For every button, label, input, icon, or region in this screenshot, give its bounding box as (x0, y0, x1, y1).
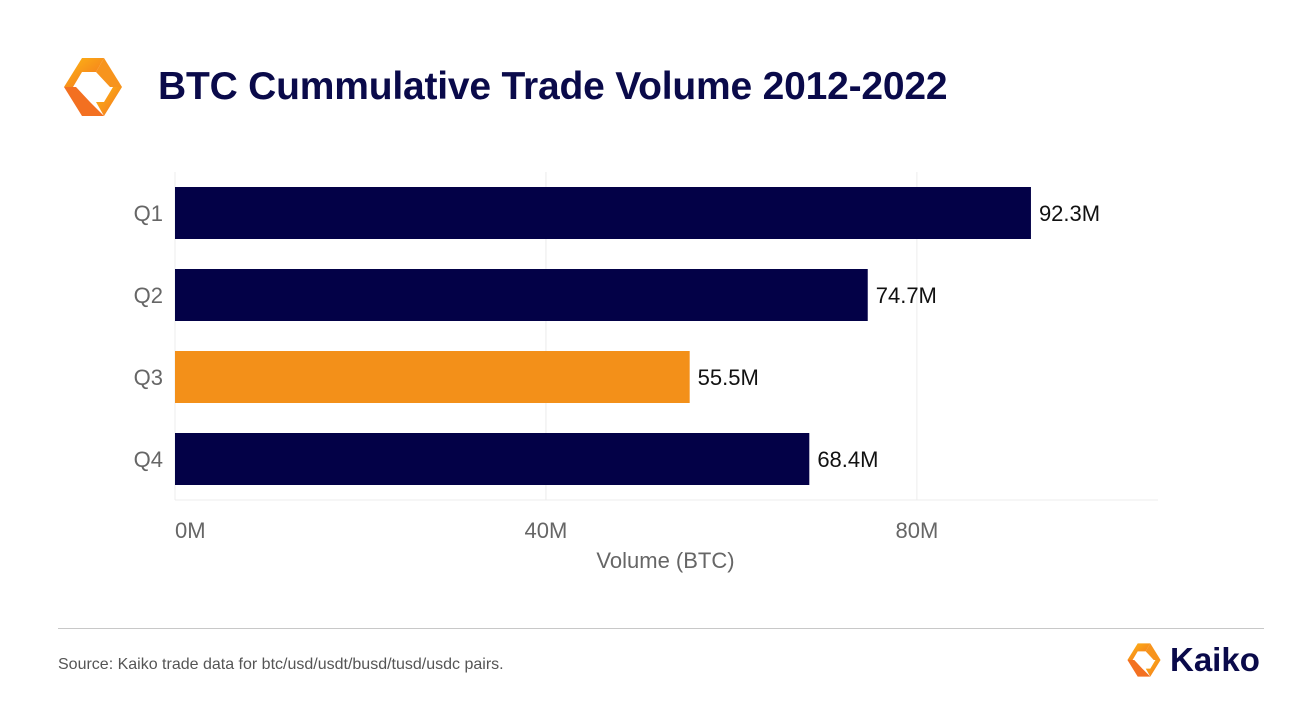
x-axis-title: Volume (BTC) (596, 548, 734, 573)
data-label: 68.4M (817, 447, 878, 472)
labels: Q1 92.3M Q2 74.7M Q3 55.5M Q4 68.4M 0M 40M 80M Volu… (134, 201, 1100, 573)
bar-q2 (175, 269, 868, 321)
y-tick-label: Q1 (134, 201, 163, 226)
bar-q1 (175, 187, 1031, 239)
x-tick-label: 80M (895, 518, 938, 543)
chart-title: BTC Cummulative Trade Volume 2012-2022 (158, 65, 948, 108)
data-label: 55.5M (698, 365, 759, 390)
data-label: 92.3M (1039, 201, 1100, 226)
kaiko-logo-icon (64, 58, 122, 116)
brand-name: Kaiko (1170, 641, 1260, 678)
source-note: Source: Kaiko trade data for btc/usd/usd… (58, 656, 504, 673)
y-tick-label: Q2 (134, 283, 163, 308)
bars (175, 187, 1031, 485)
kaiko-logo-icon (1127, 643, 1161, 677)
chart-header: BTC Cummulative Trade Volume 2012-2022 (58, 52, 948, 122)
data-label: 74.7M (876, 283, 937, 308)
y-tick-label: Q4 (134, 447, 163, 472)
brand-logo: Kaiko (1124, 640, 1260, 680)
x-tick-label: 0M (175, 518, 206, 543)
footer-divider (58, 628, 1264, 629)
y-tick-label: Q3 (134, 365, 163, 390)
bar-q3 (175, 351, 690, 403)
bar-q4 (175, 433, 810, 485)
x-tick-label: 40M (525, 518, 568, 543)
